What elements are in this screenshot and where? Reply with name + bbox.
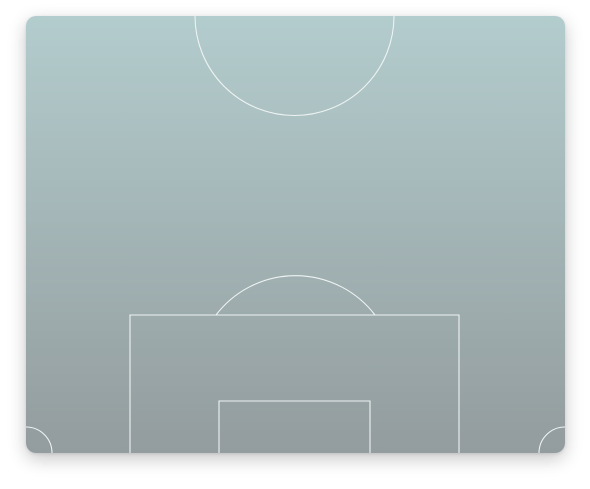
pitch-turf	[26, 16, 565, 453]
penalty-box	[129, 314, 460, 453]
center-circle-arc	[194, 16, 395, 117]
pitch-svg	[26, 16, 565, 453]
penalty-arc	[215, 275, 376, 316]
pitch-lines	[26, 16, 565, 453]
goal-box	[218, 400, 371, 453]
corner-arc-right	[538, 426, 565, 453]
corner-arc-left	[26, 426, 53, 453]
football-pitch-card	[26, 16, 565, 453]
